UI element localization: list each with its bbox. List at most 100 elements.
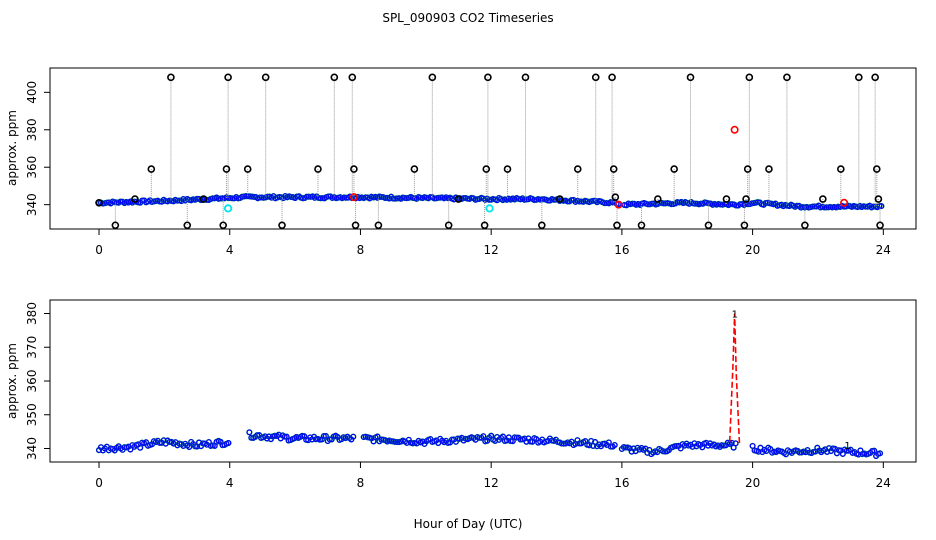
data-point-blue (871, 447, 878, 454)
outlier-point (503, 165, 512, 173)
x-tick-label: 20 (745, 476, 760, 490)
outlier-point (855, 73, 863, 82)
data-point-blue (878, 203, 885, 210)
data-point-blue (611, 442, 618, 448)
outlier-point (670, 165, 678, 173)
outlier-point (573, 165, 582, 173)
x-tick-label: 16 (614, 243, 629, 257)
spike-label: 1 (732, 310, 738, 321)
outlier-point (428, 73, 437, 82)
red-point (840, 198, 849, 207)
outlier-point (219, 221, 227, 230)
outlier-point (183, 221, 192, 230)
red-point (349, 193, 358, 202)
y-tick-label: 400 (25, 81, 39, 104)
outlier-point (801, 221, 809, 230)
outlier-point (765, 165, 773, 173)
red-marker-label: 1 (844, 441, 850, 452)
bottom-panel-series: 11 (95, 310, 884, 460)
top-panel-x-axis: 0 4 8 12 16 20 24 (95, 228, 891, 257)
y-tick-label: 380 (25, 302, 39, 325)
top-panel-series-baseline (95, 192, 885, 211)
outlier-point (608, 73, 616, 82)
outlier-point (637, 221, 646, 230)
outlier-point (330, 73, 339, 82)
outlier-point (611, 193, 620, 201)
bottom-panel-y-axis: 340 350 360 370 380 (25, 302, 51, 460)
data-point-blue (732, 440, 739, 447)
data-point-blue (186, 444, 193, 450)
outlier-point (686, 73, 695, 82)
outlier-point (454, 195, 463, 203)
outlier-point (348, 73, 357, 82)
x-tick-label: 0 (95, 243, 103, 257)
x-axis-label: Hour of Day (UTC) (414, 517, 523, 531)
x-tick-label: 16 (614, 476, 629, 490)
outlier-point (876, 221, 884, 230)
outlier-point (222, 165, 231, 173)
data-point-blue (322, 432, 329, 439)
bottom-panel-frame (49, 299, 917, 463)
x-tick-label: 24 (876, 476, 891, 490)
cyan-point (485, 204, 494, 213)
top-panel-points (95, 73, 884, 230)
y-tick-label: 360 (25, 370, 39, 393)
y-tick-label: 340 (25, 193, 39, 216)
outlier-point (278, 221, 286, 230)
outlier-point (350, 165, 358, 173)
x-tick-label: 4 (226, 243, 234, 257)
data-point-blue (350, 433, 357, 440)
outlier-point (874, 195, 883, 203)
bottom-panel-y-label: approx. ppm (5, 343, 19, 419)
outlier-point (609, 165, 618, 173)
x-tick-label: 4 (226, 476, 234, 490)
outlier-point (314, 165, 322, 173)
x-tick-label: 24 (876, 243, 891, 257)
outlier-point (538, 221, 546, 230)
x-tick-label: 8 (357, 243, 365, 257)
x-tick-label: 12 (484, 243, 499, 257)
x-tick-label: 20 (745, 243, 760, 257)
outlier-point (654, 195, 662, 203)
outlier-point (740, 221, 749, 230)
outlier-point (613, 221, 621, 230)
outlier-point (444, 221, 453, 230)
outlier-point (743, 165, 752, 173)
data-point-blue (480, 433, 487, 440)
bottom-panel-x-axis: 0 4 8 12 16 20 24 (95, 461, 891, 490)
red-point (730, 125, 739, 134)
red-point (614, 200, 623, 209)
data-point-blue (374, 433, 381, 440)
y-tick-label: 340 (25, 437, 39, 460)
cyan-point (224, 204, 233, 213)
outlier-point (131, 195, 139, 203)
outlier-point (521, 73, 530, 82)
data-point-blue (877, 450, 884, 457)
outlier-point (199, 195, 208, 203)
outlier-point (351, 221, 360, 230)
x-tick-label: 8 (357, 476, 365, 490)
y-tick-label: 360 (25, 156, 39, 179)
y-tick-label: 370 (25, 336, 39, 359)
outlier-point (837, 165, 845, 173)
outlier-point (95, 198, 103, 207)
top-panel-y-label: approx. ppm (5, 110, 19, 186)
outlier-point (722, 195, 731, 203)
outlier-point (374, 221, 383, 230)
red-spike-line (728, 313, 741, 446)
top-panel-y-axis: 340 360 380 400 (25, 81, 51, 216)
outlier-point (482, 165, 491, 173)
outlier-point (871, 73, 879, 82)
data-point-blue (137, 444, 144, 451)
x-tick-label: 12 (484, 476, 499, 490)
outlier-point (410, 165, 419, 173)
top-panel: 0 4 8 12 16 20 24 340 360 380 400 approx. ppm (5, 67, 917, 257)
outlier-point (480, 221, 489, 230)
outlier-point (783, 73, 791, 82)
outlier-point (243, 165, 252, 173)
y-tick-label: 350 (25, 403, 39, 426)
data-point-blue (225, 440, 232, 446)
outlier-point (484, 73, 492, 82)
